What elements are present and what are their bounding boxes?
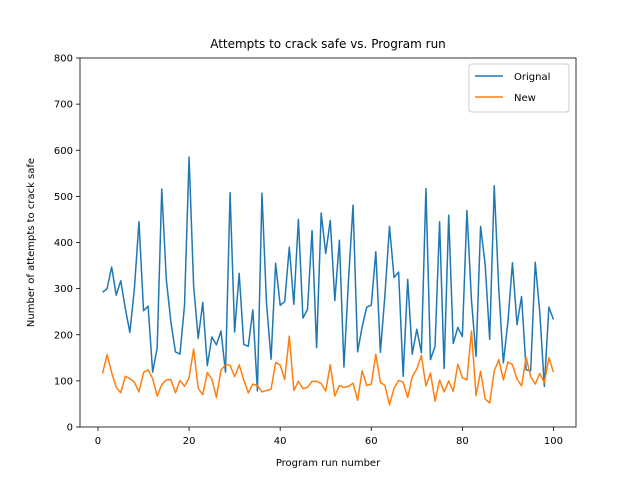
legend-label-orignal: Orignal <box>514 72 550 83</box>
y-tick-label: 100 <box>54 376 73 387</box>
y-tick-label: 0 <box>67 423 73 434</box>
x-tick-label: 40 <box>274 436 287 447</box>
y-tick-label: 500 <box>54 192 73 203</box>
series-line-new <box>101 330 555 406</box>
legend-label-new: New <box>514 93 536 104</box>
x-tick-label: 100 <box>544 436 563 447</box>
y-tick-label: 400 <box>54 238 73 249</box>
y-axis-label: Number of attempts to crack safe <box>26 158 37 327</box>
series-line-orignal <box>102 156 555 392</box>
y-tick-label: 200 <box>54 330 73 341</box>
y-tick-label: 300 <box>54 284 73 295</box>
y-tick-label: 700 <box>54 100 73 111</box>
x-axis-label: Program run number <box>276 458 381 469</box>
x-tick-label: 20 <box>183 436 196 447</box>
y-axis: 0 100 200 300 400 500 600 700 800 <box>54 54 80 434</box>
x-tick-label: 60 <box>365 436 378 447</box>
y-tick-label: 600 <box>54 146 73 157</box>
legend: Orignal New <box>468 63 570 113</box>
series-layer <box>101 156 555 406</box>
x-tick-label: 0 <box>95 436 101 447</box>
x-tick-label: 80 <box>456 436 469 447</box>
x-axis: 0 20 40 60 80 100 <box>95 427 563 447</box>
chart-title: Attempts to crack safe vs. Program run <box>210 37 446 51</box>
y-tick-label: 800 <box>54 54 73 65</box>
